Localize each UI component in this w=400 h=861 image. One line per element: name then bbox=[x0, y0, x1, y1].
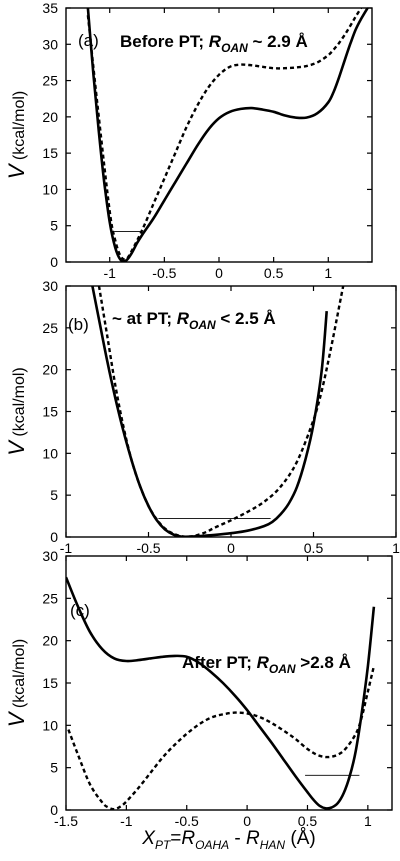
y-tick-label: 25 bbox=[42, 320, 58, 336]
plot-frame bbox=[65, 555, 393, 811]
x-tick-label: 0 bbox=[227, 540, 235, 556]
x-tick-label: -0.5 bbox=[152, 265, 176, 281]
x-tick-label: 0.5 bbox=[264, 265, 284, 281]
panel-label: (a) bbox=[78, 31, 99, 50]
y-tick-label: 0 bbox=[50, 254, 58, 270]
y-tick-label: 5 bbox=[50, 487, 58, 503]
panel-annotation: ~ at PT; ROAN < 2.5 Å bbox=[112, 309, 276, 332]
panel-label: (c) bbox=[70, 601, 90, 620]
y-tick-label: 20 bbox=[42, 633, 58, 649]
y-axis-label: V (kcal/mol) bbox=[4, 367, 29, 455]
y-tick-label: 5 bbox=[50, 218, 58, 234]
x-tick-label: -1 bbox=[60, 540, 73, 556]
solid-curve bbox=[66, 576, 376, 810]
x-tick-label: -0.5 bbox=[136, 540, 160, 556]
y-tick-label: 10 bbox=[42, 181, 58, 197]
panel-c: 0 5 10 15 20 25 30 -1.5 -1 -0.5 0 0.5 1 (c) After PT; … bbox=[4, 548, 393, 852]
x-tick-label: 0 bbox=[215, 265, 223, 281]
y-tick-label: 30 bbox=[42, 36, 58, 52]
x-tick-label: -1.5 bbox=[54, 813, 78, 829]
panel-a: 0 5 10 15 20 25 30 35 -1 -0.5 0 0.5 1 (a) Before PT; R… bbox=[4, 0, 373, 281]
x-tick-label: 0 bbox=[243, 813, 251, 829]
x-tick-label: -0.5 bbox=[175, 813, 199, 829]
x-tick-label: 1 bbox=[392, 540, 400, 556]
dashed-curve bbox=[86, 8, 363, 261]
y-tick-label: 15 bbox=[42, 404, 58, 420]
y-tick-label: 25 bbox=[42, 73, 58, 89]
y-tick-label: 10 bbox=[42, 445, 58, 461]
y-tick-label: 5 bbox=[50, 760, 58, 776]
y-tick-label: 20 bbox=[42, 109, 58, 125]
y-tick-label: 15 bbox=[42, 675, 58, 691]
y-tick-label: 35 bbox=[42, 0, 58, 16]
solid-curve bbox=[86, 8, 369, 262]
y-tick-label: 30 bbox=[42, 278, 58, 294]
y-tick-label: 10 bbox=[42, 717, 58, 733]
panel-label: (b) bbox=[68, 315, 89, 334]
y-tick-label: 20 bbox=[42, 362, 58, 378]
y-tick-label: 25 bbox=[42, 590, 58, 606]
y-axis-label: V (kcal/mol) bbox=[4, 91, 29, 179]
x-tick-label: 0.5 bbox=[298, 813, 318, 829]
y-tick-label: 30 bbox=[42, 548, 58, 564]
dashed-curve bbox=[97, 286, 345, 537]
y-tick-label: 0 bbox=[50, 802, 58, 818]
x-tick-label: 1 bbox=[364, 813, 372, 829]
x-axis-label: XPT=ROAHA - RHAN (Å) bbox=[141, 828, 315, 852]
x-tick-label: 1 bbox=[324, 265, 332, 281]
panel-annotation: After PT; ROAN >2.8 Å bbox=[182, 653, 351, 676]
y-tick-label: 0 bbox=[50, 529, 58, 545]
x-tick-label: -1 bbox=[120, 813, 133, 829]
panel-b: 0 5 10 15 20 25 30 -1 -0.5 0 0.5 1 (b) ~ at PT; ROAN … bbox=[4, 278, 400, 556]
y-axis-label: V (kcal/mol) bbox=[4, 639, 29, 727]
x-tick-label: 0.5 bbox=[304, 540, 324, 556]
y-tick-label: 15 bbox=[42, 145, 58, 161]
dashed-curve bbox=[67, 665, 376, 810]
x-tick-label: -1 bbox=[103, 265, 116, 281]
panel-annotation: Before PT; ROAN ~ 2.9 Å bbox=[120, 32, 308, 55]
